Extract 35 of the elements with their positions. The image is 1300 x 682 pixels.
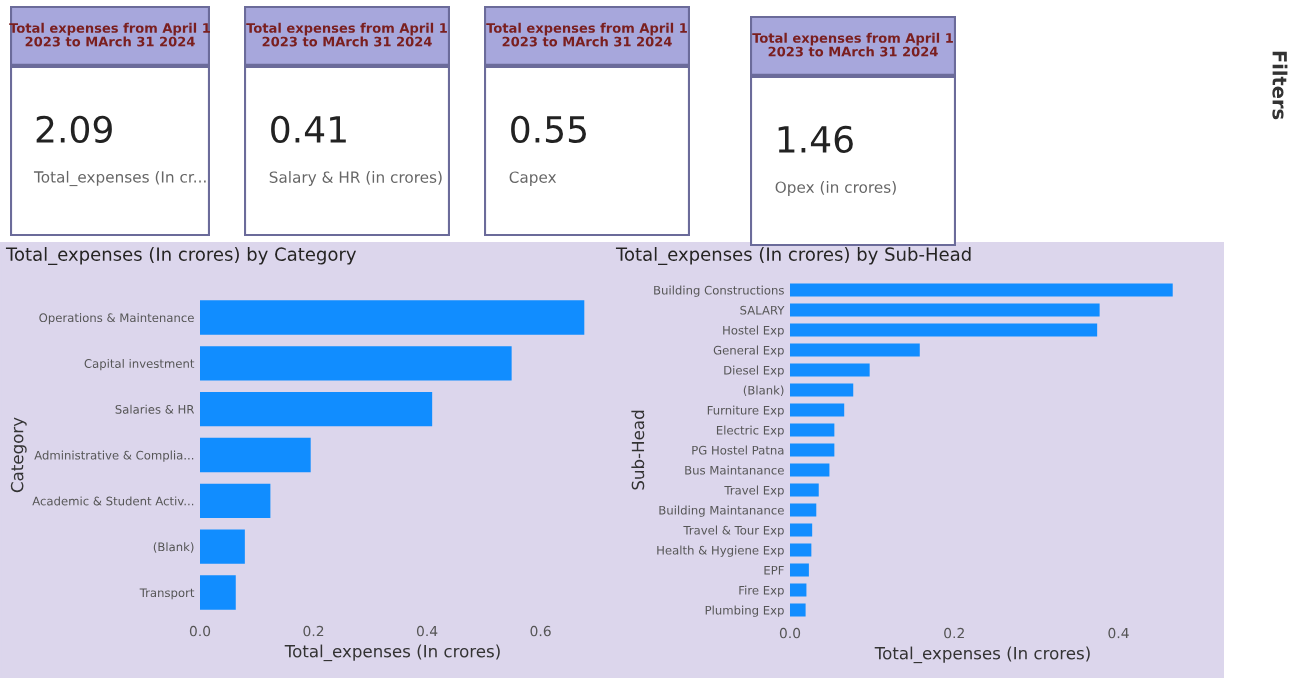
bar <box>790 603 806 617</box>
bar <box>790 323 1098 337</box>
chart-title: Total_expenses (In crores) by Category <box>5 247 357 265</box>
bar <box>790 343 920 357</box>
chart-title: Total_expenses (In crores) by Sub-Head <box>615 247 971 265</box>
bar <box>790 503 817 517</box>
bar <box>790 523 813 537</box>
bar <box>790 403 845 417</box>
bar <box>200 483 271 519</box>
y-axis-title: Sub-Head <box>631 410 645 490</box>
bar <box>790 543 812 557</box>
bar <box>200 437 311 473</box>
bar <box>200 575 236 610</box>
bar <box>790 283 1173 297</box>
bar <box>200 391 433 427</box>
bar <box>200 346 512 381</box>
text: 2.09 <box>36 115 112 143</box>
x-axis-title: Total_expenses (In crores) <box>284 644 500 662</box>
bar <box>200 529 245 564</box>
bar <box>790 563 809 577</box>
bar <box>790 443 835 457</box>
bar <box>200 300 585 335</box>
y-axis-title: Category <box>10 417 27 493</box>
text: Filters <box>1272 51 1288 120</box>
bar <box>790 303 1100 317</box>
bar <box>790 463 830 477</box>
bar <box>790 363 870 377</box>
bar <box>790 423 835 437</box>
bar <box>790 583 807 597</box>
x-axis-title: Total_expenses (In crores) <box>874 646 1090 664</box>
text: 0.55 <box>511 115 586 143</box>
text: 1.46 <box>778 125 853 153</box>
bar <box>790 383 854 397</box>
text: 0.41 <box>271 115 346 143</box>
bar <box>790 483 819 497</box>
